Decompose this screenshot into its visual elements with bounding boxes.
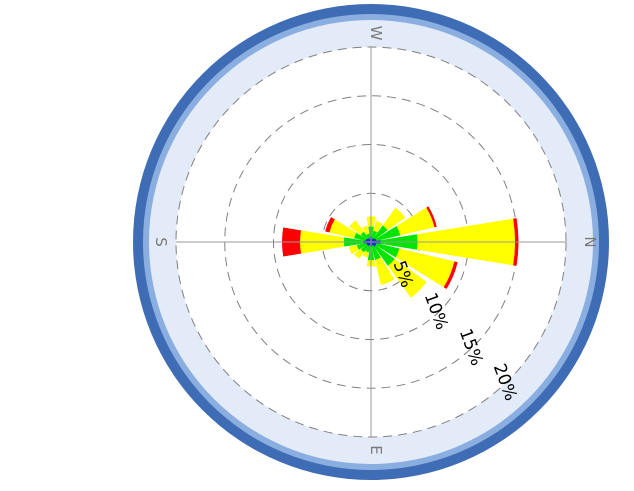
compass-labels: N E S W xyxy=(152,26,599,455)
petal-nne-band-3 xyxy=(443,261,458,289)
petals xyxy=(282,206,519,298)
petal-wnw-band-2 xyxy=(373,220,383,233)
axis-lines xyxy=(176,47,566,437)
petal-nw-band-2 xyxy=(382,207,406,231)
petal-sw-band-2 xyxy=(349,220,364,235)
petal-se-band-2 xyxy=(354,249,364,259)
compass-label-south: S xyxy=(152,237,170,247)
compass-label-north: N xyxy=(581,236,599,247)
petal-ssw-band-3 xyxy=(325,217,335,233)
petal-ese-band-2 xyxy=(362,250,369,258)
petal-wsw-band-2 xyxy=(361,225,370,235)
compass-label-east: E xyxy=(367,445,385,454)
petal-ene-band-2 xyxy=(374,257,395,286)
petal-ne-band-2 xyxy=(387,258,427,298)
compass-label-west: W xyxy=(367,26,385,41)
petal-sse-band-2 xyxy=(348,245,359,255)
petal-nnw-band-3 xyxy=(426,206,437,228)
